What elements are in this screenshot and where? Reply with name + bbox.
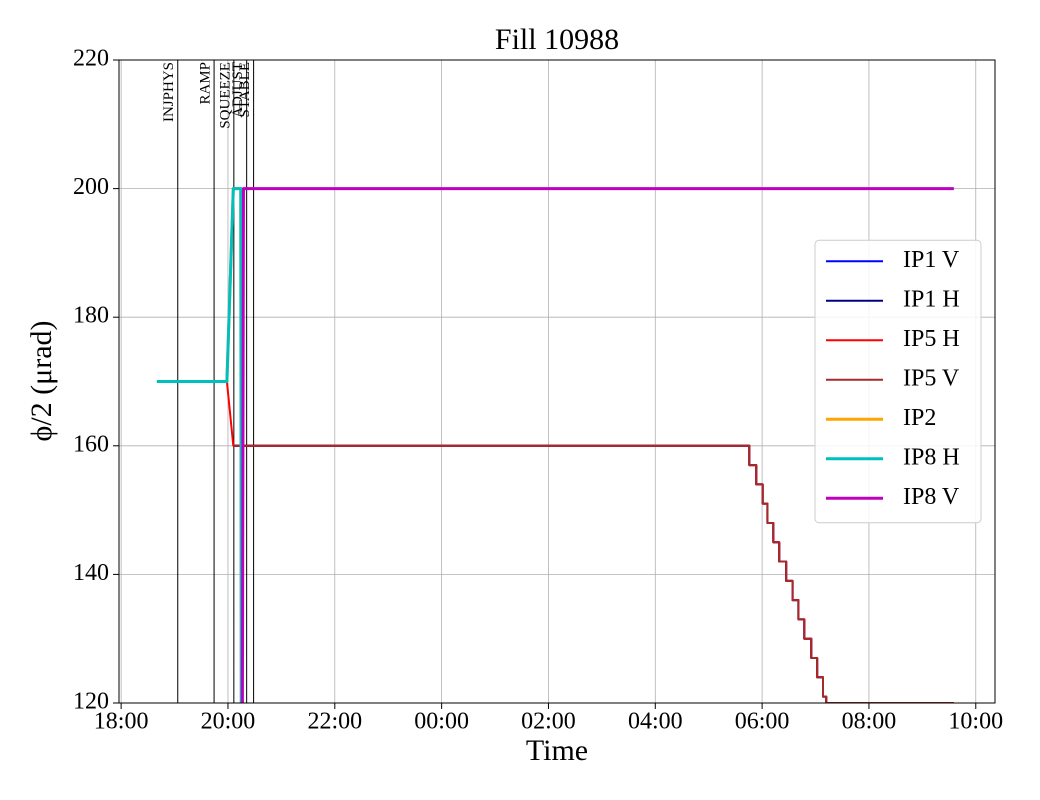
x-tick-label: 18:00 xyxy=(94,709,149,735)
phase-label: RAMP xyxy=(198,62,214,105)
x-tick-label: 00:00 xyxy=(414,709,469,735)
x-axis-label: Time xyxy=(526,734,588,767)
legend: IP1 V IP1 H IP5 H IP5 V IP2 IP8 H IP8 V xyxy=(814,239,982,524)
series-line xyxy=(156,187,243,703)
y-tick-label: 160 xyxy=(73,431,109,457)
legend-label: IP2 xyxy=(903,405,936,431)
legend-label: IP8 V xyxy=(903,484,960,510)
phase-label: INJPHYS xyxy=(161,62,177,122)
plot-lines xyxy=(156,187,954,703)
chart-title: Fill 10988 xyxy=(495,23,619,56)
x-tick-label: 20:00 xyxy=(201,709,256,735)
phase-label: STABLE xyxy=(237,62,253,117)
x-tick-label: 02:00 xyxy=(521,709,576,735)
y-tick-label: 140 xyxy=(73,560,109,586)
axes: 120 140 160 180 200 220 18:00 20:00 22:00 00:00 02… xyxy=(73,46,1003,735)
x-tick-label: 06:00 xyxy=(735,709,790,735)
plot-frame xyxy=(118,59,996,704)
legend-label: IP1 H xyxy=(903,286,960,312)
y-tick-label: 220 xyxy=(73,46,109,72)
x-tick-label: 10:00 xyxy=(948,709,1003,735)
y-tick-label: 120 xyxy=(73,689,109,715)
phase-label: ADJUST xyxy=(230,62,246,118)
legend-box xyxy=(814,239,982,524)
phase-label: SQUEEZE xyxy=(217,62,233,129)
legend-label: IP5 V xyxy=(903,365,960,391)
y-tick-label: 200 xyxy=(73,174,109,200)
x-tick-label: 04:00 xyxy=(628,709,683,735)
series-line xyxy=(240,187,954,703)
series-line xyxy=(233,444,954,703)
legend-label: IP5 H xyxy=(903,326,960,352)
legend-label: IP8 H xyxy=(903,444,960,470)
x-tick-label: 22:00 xyxy=(307,709,362,735)
legend-label: IP1 V xyxy=(903,247,960,273)
x-tick-label: 08:00 xyxy=(842,709,897,735)
y-tick-label: 180 xyxy=(73,303,109,329)
y-axis-label: ϕ/2 (μrad) xyxy=(25,321,58,442)
